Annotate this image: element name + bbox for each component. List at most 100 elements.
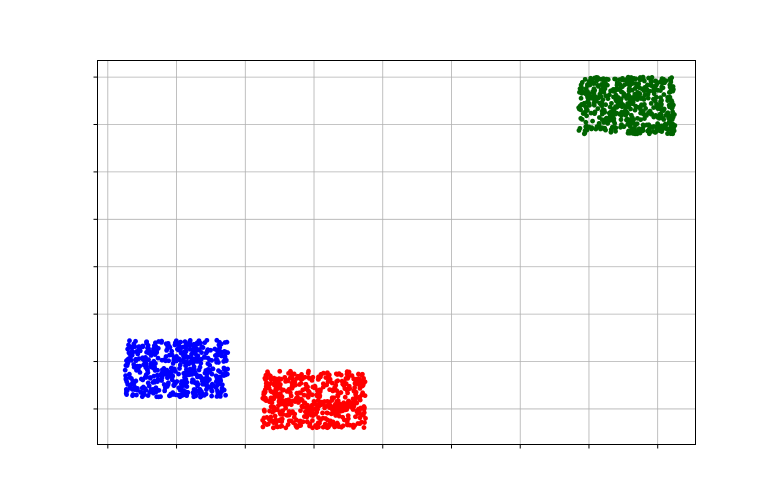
data-point (199, 350, 204, 355)
data-point (202, 355, 208, 360)
data-point (346, 398, 351, 404)
data-point (170, 361, 176, 366)
data-point (147, 375, 153, 380)
data-point (123, 376, 129, 382)
data-point (658, 88, 663, 93)
data-point (298, 396, 304, 402)
data-point (307, 392, 312, 398)
data-point (272, 413, 278, 419)
data-point (283, 397, 289, 403)
data-point (150, 365, 156, 371)
data-point (668, 125, 674, 131)
data-point (605, 82, 610, 88)
data-point (637, 85, 642, 91)
data-point (669, 116, 675, 122)
data-point (611, 116, 617, 122)
data-point (638, 110, 643, 116)
data-point (333, 413, 339, 418)
data-point (588, 95, 594, 101)
data-point (599, 100, 605, 105)
data-point (597, 115, 602, 120)
data-point (223, 392, 228, 398)
data-point (603, 93, 609, 99)
data-point (219, 382, 225, 388)
data-point (288, 393, 294, 399)
data-point (265, 369, 270, 375)
data-point (645, 95, 651, 101)
data-point (135, 351, 141, 357)
data-point (273, 391, 279, 397)
data-point (299, 403, 305, 409)
data-point (660, 115, 666, 121)
data-point (133, 358, 139, 364)
data-point (642, 85, 648, 90)
data-point (339, 402, 345, 408)
data-point (146, 357, 151, 363)
data-point (583, 119, 589, 125)
data-point (283, 378, 288, 384)
data-point (631, 121, 637, 127)
data-point (629, 95, 635, 100)
data-point (262, 375, 268, 381)
axis-ticks (93, 76, 659, 449)
data-point (317, 389, 323, 395)
data-point (612, 125, 618, 131)
data-point (196, 373, 202, 379)
data-point (668, 78, 674, 83)
data-point (203, 391, 209, 397)
data-point (360, 390, 366, 396)
data-point (335, 424, 341, 429)
data-point (578, 95, 584, 101)
data-point (654, 101, 659, 107)
data-point (583, 124, 589, 130)
data-point (294, 390, 300, 396)
data-point (319, 371, 324, 377)
data-point (172, 381, 178, 386)
data-point (310, 418, 315, 423)
data-point (614, 80, 620, 86)
data-point (657, 111, 663, 117)
data-point (274, 406, 280, 412)
data-point (357, 397, 363, 403)
data-point (134, 364, 140, 370)
data-point (125, 381, 131, 387)
data-point (219, 389, 225, 394)
data-point (335, 392, 341, 398)
data-point (294, 376, 300, 381)
data-point (199, 344, 205, 350)
data-point (618, 89, 624, 95)
data-point (356, 408, 361, 414)
data-point (261, 389, 267, 395)
data-point (198, 360, 204, 366)
data-point (598, 88, 604, 94)
data-point (320, 384, 326, 390)
data-point (165, 375, 170, 381)
data-point (207, 362, 213, 368)
data-point (658, 95, 663, 101)
data-point (155, 346, 161, 351)
data-point (298, 408, 303, 414)
data-point (345, 413, 351, 419)
data-point (260, 424, 266, 430)
data-point (276, 398, 282, 404)
data-point (613, 104, 618, 110)
data-point (633, 130, 639, 136)
data-point (128, 357, 134, 363)
data-point (654, 126, 660, 132)
data-point (159, 378, 165, 383)
data-point (622, 82, 628, 88)
data-point (176, 356, 182, 362)
data-point (187, 369, 193, 375)
data-point (633, 81, 639, 87)
data-point (608, 127, 614, 132)
data-point (595, 106, 601, 112)
data-point (356, 371, 361, 377)
data-point (602, 86, 608, 92)
data-point (579, 102, 585, 107)
data-point (625, 121, 631, 127)
data-point (662, 121, 668, 127)
data-point (152, 352, 158, 357)
data-point (181, 388, 187, 393)
data-point (216, 342, 222, 348)
